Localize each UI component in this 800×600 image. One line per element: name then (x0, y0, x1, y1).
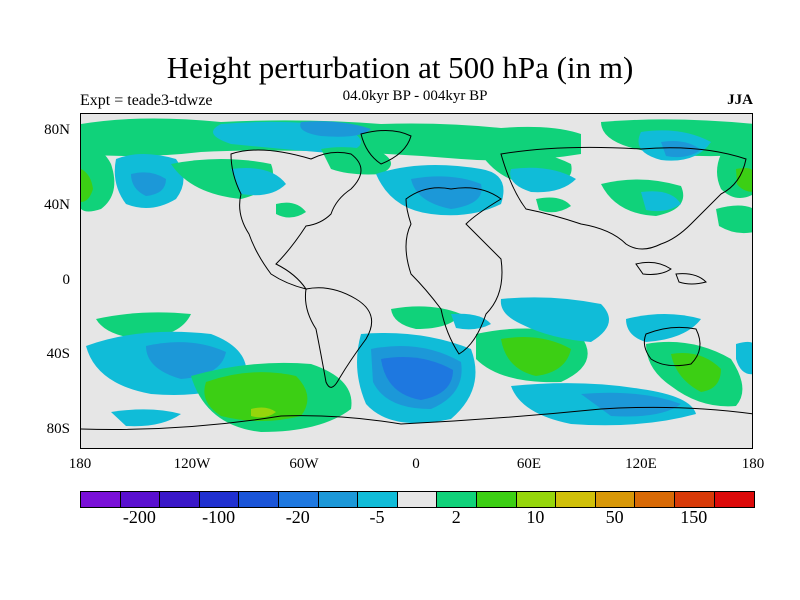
chart-title: Height perturbation at 500 hPa (in m) (166, 50, 634, 85)
colorbar-swatch (318, 492, 359, 507)
y-tick-label: 0 (62, 272, 71, 288)
x-tick-label: 180 (741, 456, 765, 472)
coastline (675, 273, 707, 285)
contour-region (251, 407, 276, 418)
contour-region (501, 336, 571, 376)
season-label: JJA (727, 92, 753, 108)
colorbar-label: 150 (680, 507, 708, 527)
y-tick-label: 40S (46, 346, 70, 362)
contour-region (736, 341, 752, 375)
coastline (360, 130, 412, 165)
colorbar-swatch (437, 492, 477, 507)
contour-region (581, 392, 681, 417)
contour-fills (81, 118, 752, 432)
colorbar-label: -5 (369, 507, 385, 527)
period-label: 04.0kyr BP - 004kyr BP (342, 88, 488, 104)
contour-region (451, 313, 491, 330)
colorbar-label: 10 (526, 507, 545, 527)
x-tick-label: 120E (625, 456, 657, 472)
x-tick-label: 120W (173, 456, 211, 472)
experiment-label: Expt = teade3-tdwze (80, 92, 213, 109)
colorbar-swatch (160, 492, 200, 507)
colorbar-swatch (595, 492, 636, 507)
contour-region (111, 409, 181, 427)
colorbar-swatch (81, 492, 121, 507)
colorbar-swatch (476, 492, 517, 507)
colorbar-swatch (120, 492, 161, 507)
colorbar-label: -200 (122, 507, 156, 527)
contour-region (381, 357, 453, 400)
colorbar-swatch (397, 492, 438, 507)
colorbar-swatch (516, 492, 557, 507)
colorbar-swatch (635, 492, 675, 507)
contour-region (716, 205, 752, 234)
colorbar-swatch (556, 492, 596, 507)
coastline (305, 287, 373, 388)
colorbar-swatch (199, 492, 240, 507)
contour-region (204, 372, 308, 421)
colorbar (80, 491, 756, 508)
contour-region (661, 141, 701, 158)
y-tick-label: 40N (44, 197, 70, 213)
colorbar-label: 2 (451, 507, 461, 527)
x-tick-label: 180 (68, 456, 92, 472)
x-tick-label: 60E (516, 456, 542, 472)
contour-region (321, 147, 391, 175)
contour-region (736, 168, 752, 192)
colorbar-swatch (714, 492, 755, 507)
contour-region (81, 169, 93, 202)
contour-region (510, 167, 576, 193)
contour-region (411, 176, 482, 209)
contour-region (500, 297, 609, 342)
coastline (405, 187, 503, 355)
contour-region (626, 314, 701, 342)
coastline (81, 406, 752, 430)
y-tick-label: 80N (44, 122, 70, 138)
coastline (643, 326, 701, 367)
coastline (500, 146, 747, 250)
contour-region (671, 353, 721, 392)
x-tick-label: 0 (412, 456, 420, 472)
x-tick-label: 60W (289, 456, 319, 472)
y-tick-label: 80S (46, 421, 70, 437)
contour-region (231, 168, 286, 196)
map-field (81, 118, 752, 432)
colorbar-swatch (674, 492, 715, 507)
contour-region (131, 172, 166, 196)
colorbar-swatch (358, 492, 398, 507)
contour-region (391, 306, 461, 329)
colorbar-label: -20 (285, 507, 310, 527)
colorbar-swatch (239, 492, 279, 507)
contour-region (536, 197, 571, 213)
colorbar-label: 50 (605, 507, 624, 527)
coastline (635, 261, 672, 275)
contour-region (276, 202, 306, 218)
colorbar-swatch (278, 492, 319, 507)
map-panel (80, 113, 753, 449)
contour-region (641, 191, 681, 212)
coastlines (81, 130, 752, 430)
coastline (230, 149, 362, 290)
colorbar-label: -100 (202, 507, 236, 527)
contour-region (300, 121, 371, 137)
contour-region (146, 342, 226, 379)
